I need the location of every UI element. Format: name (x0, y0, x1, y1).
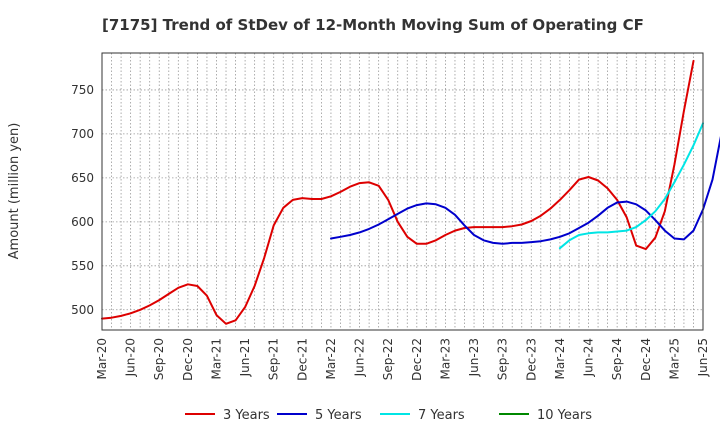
plot-frame (101, 52, 704, 331)
y-tick-label: 550 (71, 259, 94, 273)
x-tick-label: Mar-22 (324, 338, 338, 379)
y-tick-label: 600 (71, 215, 94, 229)
x-tick-label: Mar-24 (553, 338, 567, 379)
legend-label: 5 Years (315, 408, 362, 423)
x-tick-label: Mar-20 (95, 338, 109, 379)
x-tick-label: Mar-23 (438, 338, 452, 379)
x-tick-label: Sep-21 (267, 338, 281, 380)
series-layer (101, 59, 720, 325)
x-tick-label: Jun-22 (353, 338, 367, 377)
x-tick-label: Dec-20 (181, 338, 195, 381)
x-tick-label: Sep-23 (496, 338, 510, 380)
x-tick-label: Jun-20 (124, 338, 138, 377)
y-tick-label: 700 (71, 127, 94, 141)
x-tick-label: Mar-25 (667, 338, 681, 379)
x-tick-label: Jun-25 (696, 338, 710, 377)
x-tick-label: Sep-24 (610, 338, 624, 380)
legend-label: 10 Years (537, 408, 592, 423)
y-tick-label: 500 (71, 303, 94, 317)
legend-label: 7 Years (418, 408, 465, 423)
x-tick-label: Sep-22 (381, 338, 395, 380)
y-axis-label: Amount (million yen) (7, 123, 22, 260)
grid (102, 53, 703, 330)
x-tick-label: Dec-21 (295, 338, 309, 381)
series-line-3-years (101, 59, 695, 325)
x-axis-ticks: Mar-20 Jun-20 Sep-20 Dec-20 Mar-21 Jun-21 Sep-… (95, 338, 710, 381)
x-tick-label: Dec-24 (639, 338, 653, 381)
x-tick-label: Jun-24 (582, 338, 596, 377)
y-axis-ticks: 500 550 600 650 700 750 (71, 83, 94, 317)
x-tick-label: Dec-23 (524, 338, 538, 381)
chart-title: [7175] Trend of StDev of 12-Month Moving… (102, 16, 644, 34)
y-tick-label: 750 (71, 83, 94, 97)
legend-label: 3 Years (223, 408, 270, 423)
plot-area (102, 53, 703, 330)
x-tick-label: Jun-23 (467, 338, 481, 377)
x-tick-label: Mar-21 (209, 338, 223, 379)
x-tick-label: Jun-21 (238, 338, 252, 377)
y-tick-label: 650 (71, 171, 94, 185)
series-line-5-years (330, 135, 720, 245)
x-tick-label: Sep-20 (152, 338, 166, 380)
series-line-7-years (558, 122, 704, 250)
x-tick-label: Dec-22 (410, 338, 424, 381)
legend: 3 Years 5 Years 7 Years 10 Years (185, 408, 592, 423)
